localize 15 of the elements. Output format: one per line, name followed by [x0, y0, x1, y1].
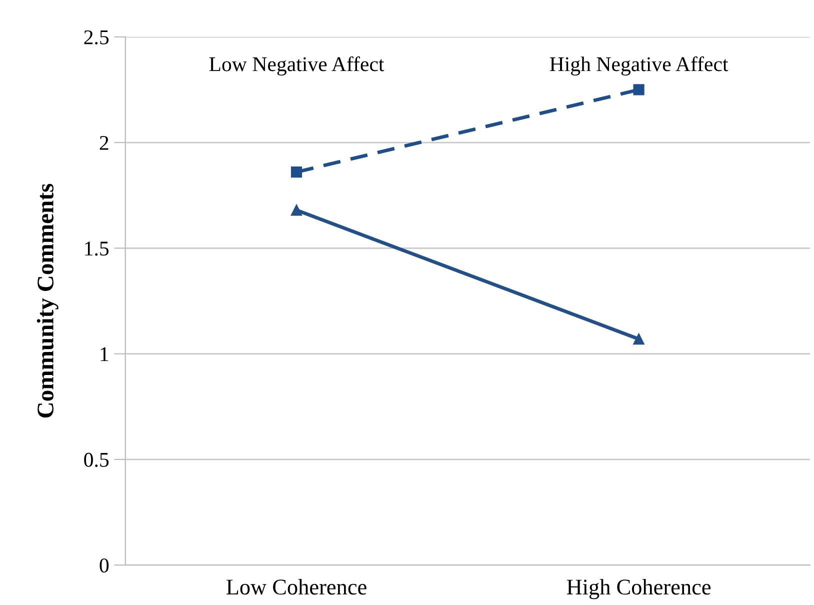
point: [290, 204, 302, 216]
annotation: High Negative Affect: [550, 56, 728, 76]
y-axis-title: Community Comments: [36, 184, 58, 418]
y-tick-label: 1.5: [85, 242, 109, 256]
point: [290, 166, 302, 178]
point: [633, 84, 644, 96]
annotation: Low Negative Affect: [209, 56, 384, 76]
y-tick-label: 0: [100, 558, 109, 573]
y-tick-label: 2.5: [84, 30, 109, 44]
y-tick-label: 1: [100, 347, 108, 362]
y-tick-label: 0.5: [84, 452, 109, 467]
point: [633, 333, 644, 345]
y-tick-label: 2: [100, 136, 108, 150]
x-tick-label: High Coherence: [566, 578, 711, 600]
x-tick-label: Low Coherence: [226, 578, 366, 595]
